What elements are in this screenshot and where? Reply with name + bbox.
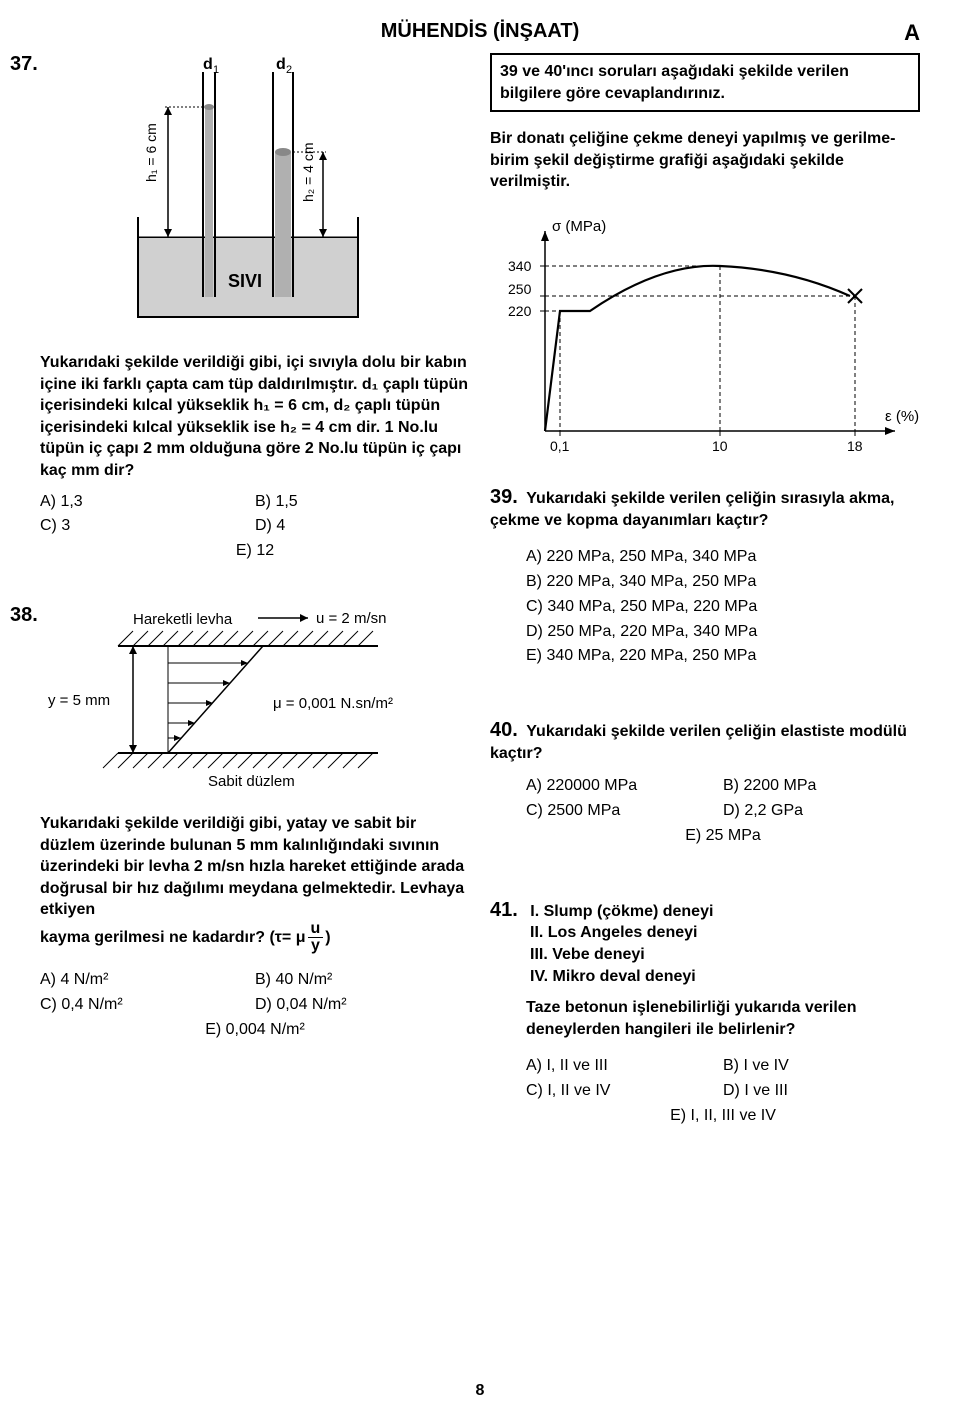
svg-text:σ (MPa): σ (MPa) [552,218,606,235]
q40-b: B) 2200 MPa [723,774,920,799]
q41-e: E) I, II, III ve IV [670,1107,776,1124]
svg-text:d: d [203,57,213,73]
page-header: MÜHENDİS (İNŞAAT) A [40,20,920,43]
q40-c: C) 2500 MPa [526,799,723,824]
frac-den: y [308,938,323,954]
q39-a: A) 220 MPa, 250 MPa, 340 MPa [526,545,920,570]
q38-choices: A) 4 N/m² B) 40 N/m² C) 0,4 N/m² D) 0,04… [40,968,470,1042]
eq-mu: = μ [282,927,306,949]
svg-text:220: 220 [508,303,532,319]
q38-figure: Hareketli levha u = 2 m/sn [48,608,428,803]
q37-num: 37. [10,53,38,76]
q40-a: A) 220000 MPa [526,774,723,799]
page-number: 8 [476,1382,485,1400]
q39-num: 39. [490,486,518,508]
q39-text: Yukarıdaki şekilde verilen çeliğin sıras… [490,490,894,529]
tau: τ [275,927,282,949]
right-column: 39 ve 40'ıncı soruları aşağıdaki şekilde… [490,53,920,1129]
q37-d: D) 4 [255,514,470,539]
intro-39-40-text: 39 ve 40'ıncı soruları aşağıdaki şekilde… [500,63,849,102]
q39-e: E) 340 MPa, 220 MPa, 250 MPa [526,644,920,669]
header-letter: A [904,20,920,46]
svg-text:h₁ = 6 cm: h₁ = 6 cm [143,123,159,182]
q40: 40. Yukarıdaki şekilde verilen çeliğin e… [490,719,920,849]
q37-c: C) 3 [40,514,255,539]
q41-num: 41. [490,899,518,921]
q41-ii: II. Los Angeles deneyi [530,922,920,944]
svg-text:0,1: 0,1 [550,438,570,454]
q40-d: D) 2,2 GPa [723,799,920,824]
q41-text: Taze betonun işlenebilirliği yukarıda ve… [526,997,920,1040]
header-title: MÜHENDİS (İNŞAAT) [381,20,580,42]
q39-d: D) 250 MPa, 220 MPa, 340 MPa [526,620,920,645]
q38-e: E) 0,004 N/m² [205,1021,305,1038]
svg-text:18: 18 [847,438,863,454]
q38-formula: τ = μ u y [275,921,326,954]
sivi-label: SIVI [228,271,262,291]
q38-text-1: Yukarıdaki şekilde verildiği gibi, yatay… [40,813,470,921]
svg-text:ε (%): ε (%) [885,408,919,425]
q37-e: E) 12 [236,542,274,559]
q38-text-2b: ) [325,927,330,949]
svg-text:340: 340 [508,258,532,274]
svg-text:d: d [276,57,286,73]
q40-e: E) 25 MPa [685,827,761,844]
q38-c: C) 0,4 N/m² [40,993,255,1018]
q41-choices: A) I, II ve III B) I ve IV C) I, II ve I… [526,1054,920,1128]
svg-text:2: 2 [286,64,292,76]
svg-text:10: 10 [712,438,728,454]
svg-text:u = 2 m/sn: u = 2 m/sn [316,610,386,627]
q41-c: C) I, II ve IV [526,1079,723,1104]
stress-strain-figure: σ (MPa) ε (%) 340 250 220 0,1 10 18 [490,211,920,476]
q40-choices: A) 220000 MPa B) 2200 MPa C) 2500 MPa D)… [526,774,920,848]
q39-b: B) 220 MPa, 340 MPa, 250 MPa [526,570,920,595]
q38-text-2a: kayma gerilmesi ne kadardır? ( [40,927,275,949]
q39-choices: A) 220 MPa, 250 MPa, 340 MPa B) 220 MPa,… [526,545,920,669]
q37-figure: d1 d2 h₁ = 6 cm h₂ = 4 cm [108,57,388,342]
q37-a: A) 1,3 [40,490,255,515]
q39-c: C) 340 MPa, 250 MPa, 220 MPa [526,595,920,620]
frac-num: u [308,921,324,938]
q37-choices: A) 1,3 B) 1,5 C) 3 D) 4 E) 12 [40,490,470,564]
q41-iii: III. Vebe deneyi [530,944,920,966]
intro-39-40: 39 ve 40'ıncı soruları aşağıdaki şekilde… [490,53,920,112]
q41-i: I. Slump (çökme) deneyi [530,903,713,920]
q41-iv: IV. Mikro deval deneyi [530,966,920,988]
q38-a: A) 4 N/m² [40,968,255,993]
q38-num: 38. [10,604,38,627]
svg-text:y = 5 mm: y = 5 mm [48,692,110,709]
q39: 39. Yukarıdaki şekilde verilen çeliğin s… [490,486,920,669]
q41: 41. I. Slump (çökme) deneyi II. Los Ange… [490,899,920,1129]
q38-b: B) 40 N/m² [255,968,470,993]
q37: 37. [10,53,470,564]
svg-text:h₂ = 4 cm: h₂ = 4 cm [300,142,316,202]
q40-num: 40. [490,719,518,741]
q37-text: Yukarıdaki şekilde verildiği gibi, içi s… [40,352,470,482]
q41-b: B) I ve IV [723,1054,920,1079]
q37-b: B) 1,5 [255,490,470,515]
q38: 38. [10,604,470,1042]
svg-text:250: 250 [508,281,532,297]
q41-d: D) I ve III [723,1079,920,1104]
svg-text:Hareketli levha: Hareketli levha [133,611,233,628]
q41-a: A) I, II ve III [526,1054,723,1079]
svg-text:1: 1 [213,64,219,76]
svg-text:μ = 0,001 N.sn/m²: μ = 0,001 N.sn/m² [273,695,393,712]
q40-text: Yukarıdaki şekilde verilen çeliğin elast… [490,723,907,762]
q38-text-2: kayma gerilmesi ne kadardır? ( τ = μ u y… [40,921,470,954]
para-right: Bir donatı çeliğine çekme deneyi yapılmı… [490,128,920,193]
svg-text:Sabit düzlem: Sabit düzlem [208,773,295,790]
q38-d: D) 0,04 N/m² [255,993,470,1018]
left-column: 37. [40,53,470,1129]
